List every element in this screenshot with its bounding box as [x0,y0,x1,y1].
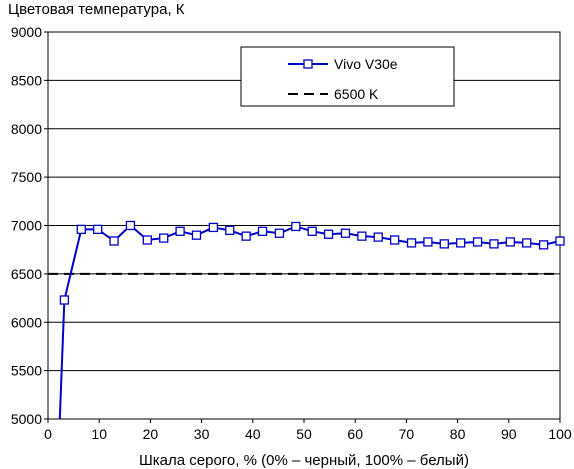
data-point [241,231,251,241]
y-tick-label: 7500 [11,169,42,185]
x-tick-label: 70 [399,426,415,442]
data-point [59,295,70,305]
legend-marker-vivo [303,59,313,69]
data-point [555,236,565,246]
data-point [489,239,499,249]
x-tick-label: 0 [44,426,52,442]
data-point [175,226,185,236]
x-tick-label: 40 [245,426,261,442]
y-axis-label: Цветовая температура, К [8,1,185,18]
data-point [208,222,219,233]
y-tick-label: 5500 [11,363,42,379]
legend: Vivo V30e 6500 K [240,46,455,107]
x-tick-label: 10 [91,426,107,442]
data-point [357,231,367,241]
data-point [323,229,334,239]
legend-label-vivo: Vivo V30e [334,56,398,72]
data-point [274,228,285,238]
gridlines [48,31,560,420]
series-layer [48,220,565,420]
y-tick-label: 9000 [11,24,42,40]
data-point [93,224,103,235]
data-point [389,235,400,245]
y-tick-label: 5000 [11,411,42,427]
x-tick-label: 90 [501,426,517,442]
data-point [109,236,119,246]
y-tick-label: 6000 [11,314,42,330]
data-point [125,220,136,231]
x-tick-label: 100 [548,426,572,442]
data-point [439,239,449,249]
y-tick-label: 8500 [11,72,42,88]
data-point [142,235,152,245]
x-tick-label: 80 [450,426,466,442]
data-point [307,226,317,236]
data-point [159,233,169,243]
data-point [291,221,301,232]
data-point [522,238,532,248]
legend-box [240,46,455,107]
x-axis-label: Шкала серого, % (0% – черный, 100% – бел… [139,452,469,469]
y-tick-label: 6500 [11,266,42,282]
legend-label-6500: 6500 K [334,86,379,102]
y-axis-ticks: 5000 5500 6000 6500 7000 7500 8000 8500 9000 [11,24,48,427]
data-point [472,237,483,247]
data-point [538,240,549,250]
y-tick-label: 8000 [11,121,42,137]
x-axis-ticks: 0 10 20 30 40 50 60 70 80 90 100 [44,419,572,442]
data-point [191,230,202,240]
data-point [423,237,433,247]
x-tick-label: 30 [194,426,210,442]
y-tick-label: 7000 [11,218,42,234]
data-point [257,226,268,236]
data-point [373,232,383,242]
data-point [406,238,417,248]
data-point [505,237,515,247]
data-point [456,238,466,248]
data-point [225,225,235,235]
x-tick-label: 60 [347,426,363,442]
x-tick-label: 20 [143,426,159,442]
data-point [340,228,351,238]
data-point [76,224,86,235]
x-tick-label: 50 [296,426,312,442]
